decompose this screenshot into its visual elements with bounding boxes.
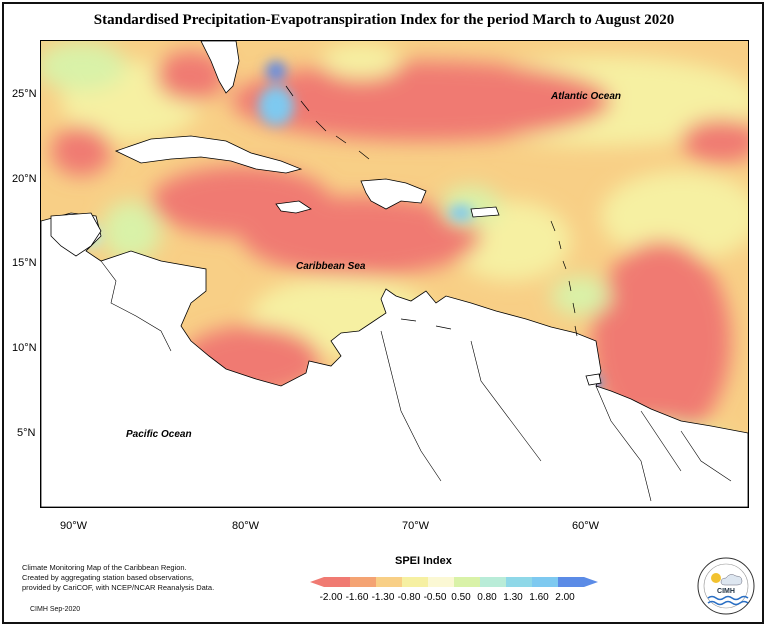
lat-tick-10n: 10°N <box>12 342 37 354</box>
lon-tick-70w: 70°W <box>402 520 430 532</box>
legend-tick-label: -0.80 <box>397 592 421 603</box>
legend-bin <box>350 577 376 587</box>
legend-tick-label: 0.80 <box>477 592 497 603</box>
legend-title: SPEI Index <box>395 555 452 567</box>
credit-date: CIMH Sep-2020 <box>30 606 81 613</box>
lat-tick-15n: 15°N <box>12 257 37 269</box>
legend-bin <box>454 577 480 587</box>
legend-arrow-high <box>584 577 598 587</box>
cloud-icon <box>720 574 743 586</box>
central-america-land <box>41 212 748 507</box>
credit-line-2: Created by aggregating station based obs… <box>22 573 194 582</box>
legend-tick-label: -0.50 <box>423 592 447 603</box>
legend-tick-label: 1.30 <box>503 592 523 603</box>
hispaniola-land <box>360 178 427 210</box>
legend-ticks: -2.00 -1.60 -1.30 -0.80 -0.50 0.50 0.80 1.30 1.6… <box>318 592 578 603</box>
lat-tick-5n: 5°N <box>17 427 36 439</box>
legend-bin <box>376 577 402 587</box>
legend-tick-label: 0.50 <box>451 592 471 603</box>
legend-bin <box>402 577 428 587</box>
land-masses <box>41 41 748 507</box>
jamaica-land <box>275 200 312 214</box>
cimh-logo: CIMH <box>697 557 755 615</box>
legend-tick-label: -1.30 <box>371 592 395 603</box>
legend-colorbar <box>310 577 598 587</box>
legend-tick-label: -2.00 <box>319 592 343 603</box>
lon-tick-60w: 60°W <box>572 520 600 532</box>
map-panel: Atlantic Ocean Caribbean Sea Pacific Oce… <box>40 40 749 508</box>
legend-tick-label: 2.00 <box>555 592 575 603</box>
legend-bin <box>428 577 454 587</box>
legend-arrow-low <box>310 577 324 587</box>
lon-tick-90w: 90°W <box>60 520 88 532</box>
legend-bin <box>324 577 350 587</box>
puerto-rico-land <box>470 206 500 218</box>
lat-tick-20n: 20°N <box>12 173 37 185</box>
legend-bin <box>506 577 532 587</box>
label-atlantic-ocean: Atlantic Ocean <box>550 91 621 102</box>
legend-bin <box>480 577 506 587</box>
spei-map: Atlantic Ocean Caribbean Sea Pacific Oce… <box>41 41 748 507</box>
legend-tick-label: 1.60 <box>529 592 549 603</box>
florida-land <box>200 41 240 94</box>
yucatan-land <box>50 212 102 257</box>
credit-line-1: Climate Monitoring Map of the Caribbean … <box>22 563 187 572</box>
credit-line-3: provided by CariCOF, with NCEP/NCAR Rean… <box>22 583 215 592</box>
legend-tick-label: -1.60 <box>345 592 369 603</box>
lon-tick-80w: 80°W <box>232 520 260 532</box>
cuba-land <box>114 135 303 174</box>
lat-tick-25n: 25°N <box>12 88 37 100</box>
borders <box>100 260 732 502</box>
trinidad-land <box>585 373 602 386</box>
label-pacific-ocean: Pacific Ocean <box>126 429 192 440</box>
sun-icon <box>711 573 721 583</box>
island-chain <box>285 85 578 337</box>
legend-bin <box>532 577 558 587</box>
label-caribbean-sea: Caribbean Sea <box>296 261 366 272</box>
map-title: Standardised Precipitation-Evapotranspir… <box>93 12 675 28</box>
logo-text: CIMH <box>717 588 735 595</box>
wave-icon <box>707 595 749 601</box>
map-credits: Climate Monitoring Map of the Caribbean … <box>22 563 242 593</box>
legend-bin <box>558 577 584 587</box>
